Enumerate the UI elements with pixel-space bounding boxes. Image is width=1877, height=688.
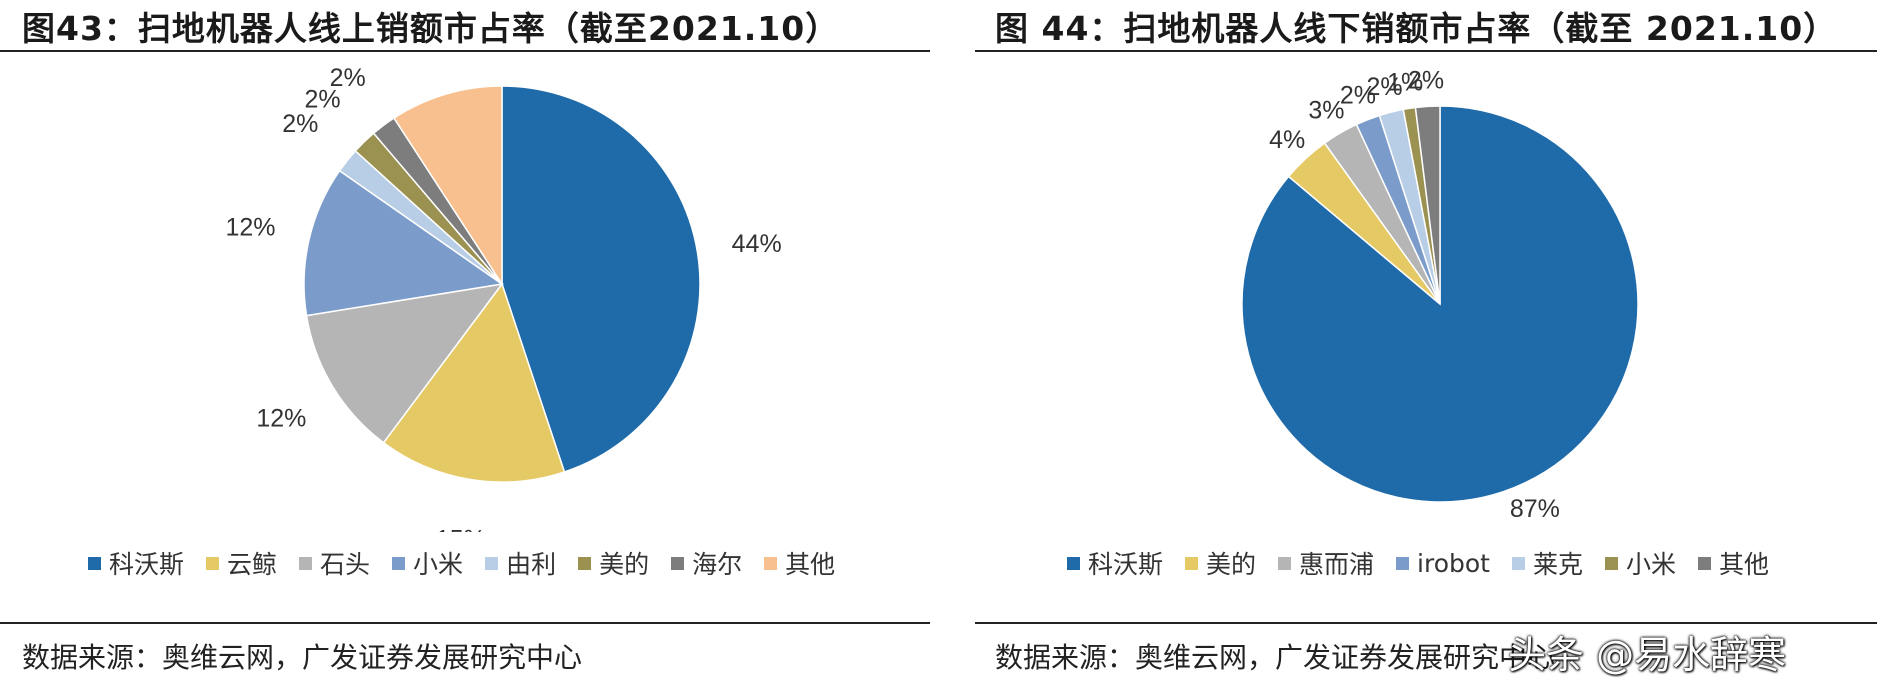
- slice-label-美的: 2%: [304, 86, 340, 114]
- online-share-figure: 图43：扫地机器人线上销额市占率（截至2021.10） 44% 15% 12% 12%…: [0, 0, 930, 688]
- online-pie-chart: 44%15%12%12%2%2%2%9%: [225, 64, 782, 532]
- pie-slice-石头: [305, 282, 504, 444]
- legend-item-科沃斯: 科沃斯: [88, 545, 184, 581]
- legend-item-其他: 其他: [1698, 545, 1769, 581]
- slice-label-irobot: 2%: [1340, 81, 1376, 109]
- slice-label-科沃斯: 87%: [1510, 495, 1560, 523]
- legend-item-云鲸: 云鲸: [206, 545, 277, 581]
- pie-slice-科沃斯: [1241, 105, 1639, 503]
- offline-legend: 科沃斯 美的 惠而浦 irobot 莱克 小米 其他: [1067, 545, 1791, 581]
- legend-swatch: [1511, 556, 1525, 570]
- legend-swatch: [578, 556, 592, 570]
- legend-label: irobot: [1417, 548, 1490, 578]
- legend-label: 海尔: [692, 550, 743, 579]
- legend-label: 美的: [1206, 550, 1257, 579]
- legend-item-惠而浦: 惠而浦: [1278, 545, 1374, 581]
- legend-label: 惠而浦: [1299, 550, 1375, 579]
- slice-label-其他: 2%: [1408, 66, 1444, 94]
- legend-swatch: [1278, 556, 1292, 570]
- legend-item-美的: 美的: [1185, 545, 1256, 581]
- legend-label: 科沃斯: [109, 550, 185, 579]
- legend-label: 其他: [785, 550, 836, 579]
- slice-label-海尔: 2%: [330, 64, 366, 92]
- online-legend: 科沃斯 云鲸 石头 小米 由利 美的 海尔 其他: [88, 545, 857, 581]
- pie-slice-小米: [303, 169, 504, 317]
- slice-label-由利: 2%: [282, 110, 318, 138]
- title-rule: [0, 50, 930, 52]
- legend-label: 云鲸: [227, 550, 278, 579]
- source-rule: [0, 622, 930, 624]
- legend-item-小米: 小米: [1605, 545, 1676, 581]
- pie-slice-科沃斯: [501, 85, 701, 473]
- legend-swatch: [392, 556, 406, 570]
- figure-title: 图 44：扫地机器人线下销额市占率（截至 2021.10）: [995, 9, 1838, 48]
- legend-label: 由利: [506, 550, 557, 579]
- legend-swatch: [671, 556, 685, 570]
- slice-label-石头: 12%: [256, 405, 306, 433]
- legend-item-科沃斯: 科沃斯: [1067, 545, 1163, 581]
- legend-swatch: [1185, 556, 1199, 570]
- offline-pie-chart: 87%4%3%2%2%1%2%: [1241, 66, 1639, 523]
- legend-swatch: [299, 556, 313, 570]
- slice-label-科沃斯: 44%: [732, 230, 782, 258]
- figure-title: 图43：扫地机器人线上销额市占率（截至2021.10）: [22, 9, 840, 48]
- legend-item-irobot: irobot: [1396, 545, 1490, 581]
- watermark: 头条 @易水辞寒: [1508, 633, 1787, 677]
- legend-swatch: [1067, 556, 1080, 570]
- legend-swatch: [1605, 556, 1618, 570]
- legend-label: 美的: [599, 550, 650, 579]
- slice-label-莱克: 2%: [1367, 73, 1403, 101]
- legend-item-美的: 美的: [578, 545, 649, 581]
- legend-label: 小米: [413, 550, 464, 579]
- data-source: 数据来源：奥维云网，广发证券发展研究中心: [995, 641, 1556, 674]
- slice-label-惠而浦: 3%: [1308, 97, 1344, 125]
- pie-slice-其他: [1414, 105, 1441, 305]
- legend-swatch: [88, 556, 101, 570]
- source-rule: [975, 622, 1877, 624]
- slice-label-云鲸: 15%: [436, 526, 486, 532]
- pie-slice-其他: [392, 85, 503, 287]
- legend-label: 莱克: [1532, 550, 1583, 579]
- slice-label-小米: 12%: [225, 214, 275, 242]
- legend-item-海尔: 海尔: [671, 545, 742, 581]
- legend-item-其他: 其他: [764, 545, 835, 581]
- legend-swatch: [764, 556, 778, 570]
- legend-swatch: [1396, 556, 1410, 570]
- offline-share-figure: 图 44：扫地机器人线下销额市占率（截至 2021.10） 87% 4% 3% 2% 2…: [975, 0, 1877, 688]
- legend-item-由利: 由利: [485, 545, 556, 581]
- legend-swatch: [1698, 556, 1712, 570]
- data-source: 数据来源：奥维云网，广发证券发展研究中心: [22, 641, 583, 674]
- legend-item-莱克: 莱克: [1511, 545, 1583, 581]
- slice-label-美的: 4%: [1269, 126, 1305, 154]
- legend-swatch: [206, 556, 220, 570]
- legend-swatch: [485, 556, 499, 570]
- legend-label: 其他: [1719, 550, 1770, 579]
- legend-label: 石头: [320, 550, 371, 579]
- legend-item-石头: 石头: [299, 545, 370, 581]
- slice-label-小米: 1%: [1387, 69, 1423, 97]
- legend-label: 科沃斯: [1088, 550, 1164, 579]
- legend-item-小米: 小米: [392, 545, 463, 581]
- title-rule: [975, 50, 1877, 52]
- pie-slice-云鲸: [382, 282, 566, 483]
- legend-label: 小米: [1626, 550, 1677, 579]
